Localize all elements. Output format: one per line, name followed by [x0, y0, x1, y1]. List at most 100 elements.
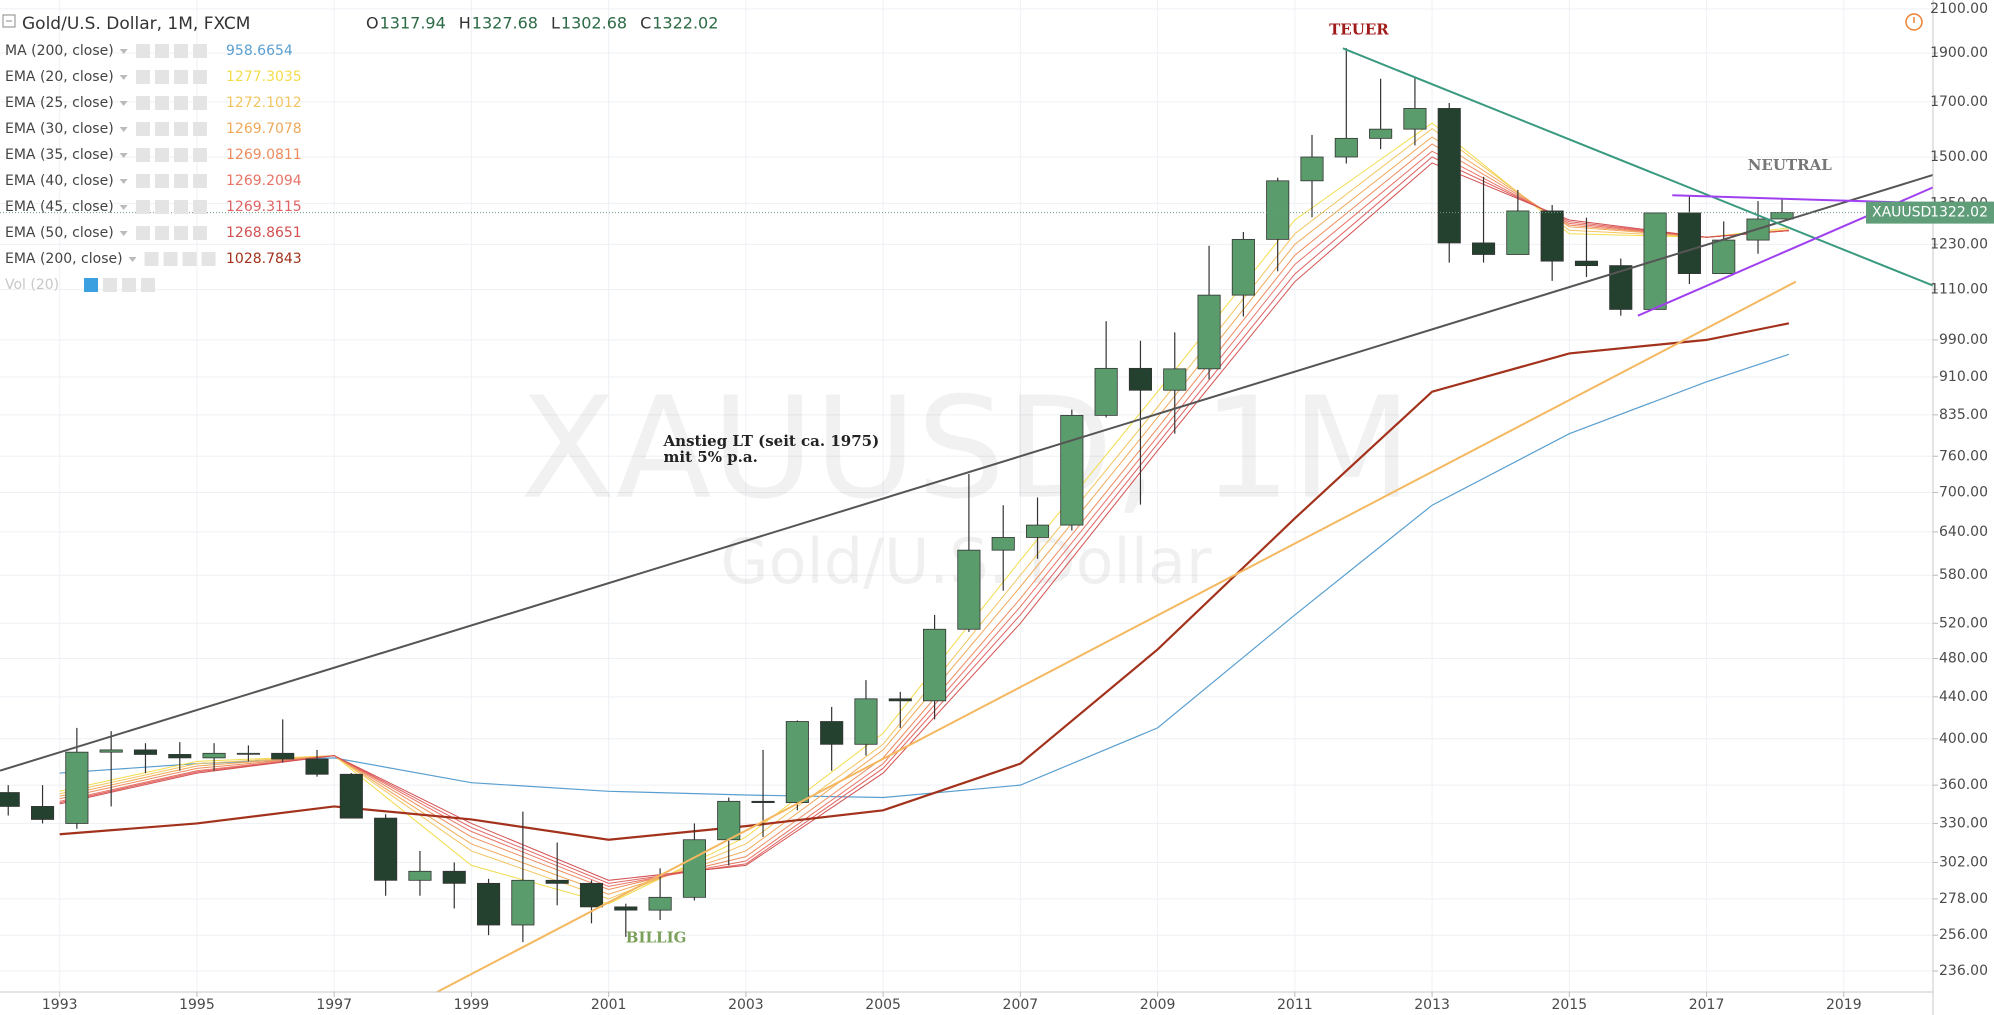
legend-icon[interactable]: [136, 96, 150, 110]
legend-icon[interactable]: [193, 96, 207, 110]
dropdown[interactable]: [119, 127, 128, 132]
legend-icon[interactable]: [155, 174, 169, 188]
legend-icon[interactable]: [136, 174, 150, 188]
legend-icon[interactable]: [193, 226, 207, 240]
legend-icon[interactable]: [201, 252, 216, 266]
legend-icon[interactable]: [155, 226, 169, 240]
legend-icon[interactable]: [174, 122, 188, 136]
candle-body: [202, 752, 226, 759]
legend-icon[interactable]: [193, 200, 207, 214]
legend-icon[interactable]: [193, 174, 207, 188]
indicator-name: EMA (40, close): [5, 173, 114, 189]
indicator-line: [59, 353, 1790, 799]
ohlc-value: 1302.68: [561, 14, 627, 33]
annotation[interactable]: BILLIG: [626, 929, 687, 947]
legend-icon[interactable]: [174, 44, 188, 58]
legend-icon[interactable]: [136, 200, 150, 214]
candle-body: [0, 792, 20, 807]
legend-icon[interactable]: [174, 226, 188, 240]
legend-icon[interactable]: [155, 96, 169, 110]
dropdown[interactable]: [119, 153, 128, 158]
candle-body: [442, 870, 466, 884]
legend-icon[interactable]: [136, 226, 150, 240]
ohlc-value: 1322.02: [652, 14, 718, 33]
legend-icon[interactable]: [141, 278, 155, 292]
candle-body: [1770, 212, 1794, 220]
annotation[interactable]: NEUTRAL: [1748, 156, 1832, 174]
candle-body: [751, 800, 775, 803]
legend-icon[interactable]: [155, 148, 169, 162]
legend-icon[interactable]: [136, 44, 150, 58]
candle-body: [648, 896, 672, 911]
legend-icon[interactable]: [174, 174, 188, 188]
candle-body: [168, 754, 192, 759]
legend-icon[interactable]: [174, 148, 188, 162]
dropdown[interactable]: [119, 75, 128, 80]
dropdown[interactable]: [119, 101, 128, 106]
legend-icon[interactable]: [136, 70, 150, 84]
legend-icon[interactable]: [193, 122, 207, 136]
x-tick-label: 2009: [1140, 997, 1176, 1013]
dropdown[interactable]: [119, 49, 128, 54]
y-tick-label: 330.00: [1939, 815, 1988, 831]
dropdown[interactable]: [119, 231, 128, 236]
trend-line[interactable]: [436, 280, 1797, 993]
y-tick-label: 302.00: [1939, 854, 1988, 870]
plot: TEUER BILLIG NEUTRAL Anstieg LT (seit ca. 1…: [0, 20, 1934, 993]
price-tag: [1866, 201, 1994, 224]
x-tick-label: 1993: [42, 997, 78, 1013]
indicator-value: 1269.7078: [226, 121, 302, 137]
candle-body: [408, 870, 432, 881]
candle-body: [511, 879, 535, 926]
candle-body: [1677, 212, 1701, 274]
legend-icon[interactable]: [84, 278, 98, 292]
annotation[interactable]: TEUER: [1329, 20, 1389, 38]
legend-icon[interactable]: [103, 278, 117, 292]
legend-icon[interactable]: [182, 252, 197, 266]
candle-body: [614, 906, 638, 911]
candle-body: [1712, 239, 1736, 274]
legend-icon[interactable]: [193, 70, 207, 84]
trend-line[interactable]: [1342, 47, 1934, 287]
annotation[interactable]: mit 5% p.a.: [664, 448, 758, 466]
legend-icon[interactable]: [174, 70, 188, 84]
legend-icon[interactable]: [193, 44, 207, 58]
legend-icon[interactable]: [122, 278, 136, 292]
trend-line[interactable]: [0, 174, 1934, 772]
legend-icon[interactable]: [193, 148, 207, 162]
legend-icon[interactable]: [174, 96, 188, 110]
alert-icon[interactable]: [1905, 13, 1923, 31]
annotation[interactable]: Anstieg LT (seit ca. 1975): [663, 432, 880, 450]
legend-icon[interactable]: [174, 200, 188, 214]
legend-icon[interactable]: [155, 200, 169, 214]
legend-icon[interactable]: [155, 70, 169, 84]
dropdown[interactable]: [119, 179, 128, 184]
dropdown[interactable]: [128, 257, 137, 262]
y-tick-label: 1230.00: [1930, 236, 1988, 252]
ohlc-label: O: [366, 14, 379, 33]
y-tick-label: 910.00: [1939, 369, 1988, 385]
legend-icon[interactable]: [136, 148, 150, 162]
indicator-value: 1268.8651: [226, 225, 302, 241]
legend-icon[interactable]: [155, 44, 169, 58]
ohlc-label: H: [459, 14, 471, 33]
legend-icon[interactable]: [144, 252, 159, 266]
candle-body: [1197, 294, 1221, 370]
candle-body: [1025, 524, 1050, 538]
y-tick-label: 278.00: [1939, 891, 1988, 907]
indicator-name: MA (200, close): [5, 43, 114, 59]
collapse-button[interactable]: [2, 14, 16, 28]
y-tick-label: 1700.00: [1930, 94, 1988, 110]
x-tick-label: 2005: [865, 997, 901, 1013]
dropdown[interactable]: [119, 205, 128, 210]
candle-body: [1060, 414, 1084, 526]
candle-body: [579, 882, 604, 908]
legend-icon[interactable]: [163, 252, 178, 266]
candle-body: [477, 882, 501, 926]
legend-icon[interactable]: [155, 122, 169, 136]
legend-icon[interactable]: [136, 122, 150, 136]
candle-body: [1609, 265, 1633, 310]
y-tick-label: 256.00: [1939, 927, 1988, 943]
x-tick-label: 2001: [591, 997, 627, 1013]
indicator-value: 1269.3115: [226, 199, 302, 215]
